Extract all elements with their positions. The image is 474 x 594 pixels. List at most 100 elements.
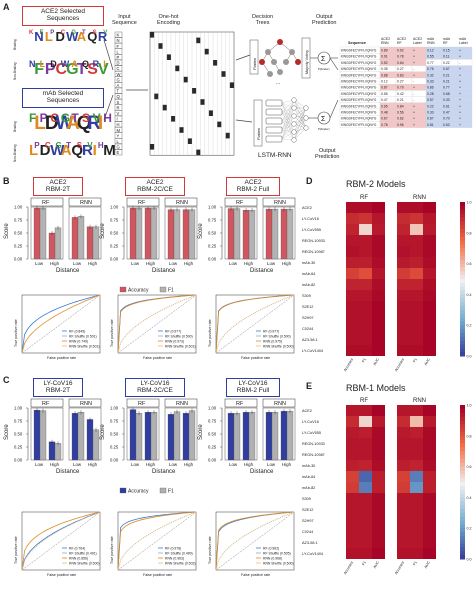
nn-edge — [293, 107, 307, 141]
table-cell-text: 0.86 — [427, 86, 434, 90]
prob-label-2: P(binder) — [318, 127, 330, 131]
sequence-letter: R — [117, 105, 120, 110]
heatmap-row-label: ACE2 — [302, 206, 312, 210]
heatmap-cell — [423, 537, 436, 548]
facet-header-label: RNN — [176, 200, 188, 206]
table-cell-text: KWGDFECYFFLVQNYG — [341, 80, 377, 84]
heatmap-cell — [346, 224, 359, 235]
colorbar-tick-label: 0.8 — [467, 434, 472, 438]
bar — [77, 216, 85, 260]
logo-letter: G — [66, 61, 78, 78]
y-axis-title: Score — [198, 223, 204, 239]
y-axis-title: Score — [4, 424, 10, 440]
x-tick-label: Low — [73, 261, 82, 266]
colorbar-segment — [460, 505, 465, 510]
roc-x-title: False positive rate — [241, 573, 270, 577]
heatmap-cell — [423, 405, 436, 416]
logo-letter: K — [29, 30, 34, 36]
roc-y-title: True positive rate — [14, 536, 18, 564]
heatmap-cell — [410, 334, 423, 345]
heatmap-cell — [359, 268, 372, 279]
panel-d-letter: D — [306, 176, 313, 186]
colorbar-segment — [460, 458, 465, 464]
onehot-cell — [150, 32, 155, 38]
heatmap-cell — [423, 471, 436, 482]
heatmap-col-label: Accuracy — [394, 357, 405, 372]
onehot-cell — [175, 65, 180, 72]
colorbar-segment — [460, 497, 465, 502]
table-cell-text: 0.67 — [381, 117, 388, 121]
logo-letter: V — [103, 30, 107, 36]
heatmap-cell — [359, 323, 372, 334]
heatmap-row-label: LY-CoV16 — [302, 420, 319, 424]
heatmap-col-label: AUC — [373, 357, 380, 366]
colorbar-segment — [460, 255, 465, 261]
colorbar-tick-label: 0.8 — [467, 231, 472, 235]
nn-node — [291, 137, 297, 143]
colorbar-segment — [460, 532, 465, 537]
y-tick-label: 0.00 — [208, 257, 217, 262]
logo-letter: A — [61, 142, 72, 159]
heatmap-cell — [423, 460, 436, 471]
logo-letter: T — [82, 30, 86, 36]
heatmap-col-label: AUC — [424, 560, 431, 569]
y-tick-label: 1.00 — [14, 205, 23, 210]
heatmap-cell — [359, 504, 372, 515]
heatmap-row-label: S2H97 — [302, 519, 314, 523]
heatmap-cell — [359, 279, 372, 290]
heatmap-cell — [397, 246, 410, 257]
colorbar-segment — [460, 352, 465, 357]
table-cell-text: 0.27 — [397, 67, 404, 71]
colorbar-segment — [460, 412, 465, 418]
heatmap-cell — [346, 312, 359, 323]
legend-swatch — [159, 286, 167, 293]
table-cell-text: 0.28 — [427, 92, 434, 96]
heatmap-row-label: LY-CoV1404 — [302, 552, 323, 556]
panel-a-letter: A — [3, 2, 10, 12]
roc-curve — [117, 511, 197, 571]
table-cell-text: + — [459, 117, 461, 121]
heatmap-cell — [359, 224, 372, 235]
table-cell-text: + — [459, 80, 461, 84]
onehot-cell — [213, 60, 218, 66]
heatmap-cell — [423, 268, 436, 279]
onehot-cell — [166, 54, 171, 60]
heatmap-cell — [397, 224, 410, 235]
heatmap-col-label: F1 — [412, 561, 418, 567]
logo-letter: T — [66, 141, 71, 150]
colorbar-tick-label: 0.4 — [467, 293, 472, 297]
colorbar-segment — [460, 420, 465, 425]
logo-letter: C — [56, 61, 68, 78]
onehot-cell — [158, 43, 163, 49]
prob-label: P(binder) — [318, 67, 330, 71]
roc-y-title: True positive rate — [208, 536, 212, 564]
heatmap-cell — [359, 427, 372, 438]
table-cell-text: + — [413, 61, 415, 65]
b-title-1: ACE2 RBM-2T — [33, 177, 83, 196]
onehot-cell — [154, 93, 159, 100]
x-tick-label: Low — [267, 261, 276, 266]
colorbar-segment — [460, 455, 465, 460]
y-tick-label: 1.00 — [208, 205, 217, 210]
heatmap-row-label: S309 — [302, 294, 311, 298]
heatmap-cell — [372, 301, 385, 312]
x-tick-label: High — [282, 462, 292, 467]
heatmap-cell — [372, 279, 385, 290]
table-cell-text: 0.22 — [427, 104, 434, 108]
colorbar-tick-label: 0.4 — [467, 496, 472, 500]
colorbar-segment — [460, 240, 465, 245]
heatmap-row-label: REGN-10933 — [302, 239, 325, 243]
table-cell-text: KWGDFECYFFLVQNYG — [341, 73, 377, 77]
table-cell-text: + — [413, 111, 415, 115]
table-header: Label — [459, 41, 468, 45]
colorbar-segment — [460, 286, 465, 292]
panel-e-letter: E — [306, 381, 313, 391]
logo-letter: R — [87, 113, 101, 134]
table-cell-text: 0.81 — [427, 123, 434, 127]
facet-header-label: RNN — [176, 401, 188, 407]
heatmap-col-label: F1 — [361, 561, 367, 567]
table-cell-text: 0.52 — [381, 61, 388, 65]
table-cell-text: KWGDFECYFFLVQNYG — [341, 67, 377, 71]
y-tick-label: 0.00 — [110, 257, 119, 262]
lstm-cell — [265, 99, 283, 107]
